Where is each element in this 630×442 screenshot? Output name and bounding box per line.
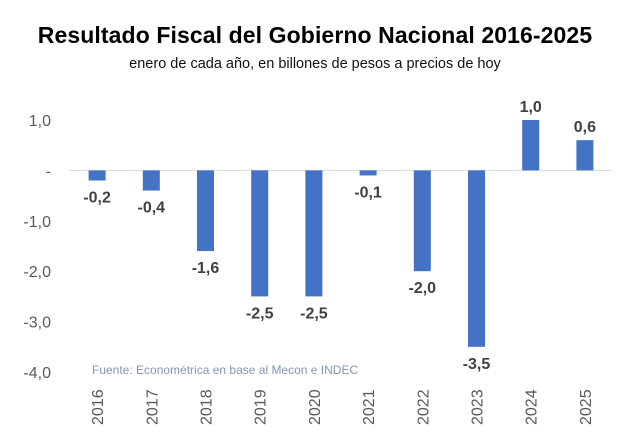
bar-2017 (142, 170, 160, 191)
data-label-2017: -0,4 (138, 200, 166, 217)
x-tick-label-2018: 2018 (199, 389, 216, 425)
x-tick-label-2020: 2020 (307, 389, 324, 425)
y-tick-label: -2,0 (23, 264, 51, 281)
y-axis-ticks: 1,0 - -1,0 -2,0 -3,0 -4,0 (23, 113, 51, 382)
bar-2018 (197, 170, 214, 252)
chart-title: Resultado Fiscal del Gobierno Nacional 2… (37, 22, 593, 48)
bars (88, 120, 594, 347)
y-tick-label: -1,0 (23, 214, 51, 231)
x-axis-labels: 2016 2017 2018 2019 2020 2021 2022 2023 2024 2025 (90, 389, 595, 425)
x-tick-label-2022: 2022 (415, 389, 432, 425)
data-label-2023: -3,5 (463, 356, 491, 373)
y-tick-label: - (46, 163, 51, 180)
y-tick-label: 1,0 (29, 113, 51, 130)
data-label-2018: -1,6 (192, 260, 220, 277)
x-tick-label-2016: 2016 (90, 389, 107, 425)
data-label-2020: -2,5 (300, 305, 328, 322)
data-label-2025: 0,6 (574, 119, 596, 136)
bar-2023 (468, 170, 485, 347)
chart-subtitle: enero de cada año, en billones de pesos … (129, 56, 501, 72)
source-note: Fuente: Econométrica en base al Mecon e … (92, 363, 358, 377)
data-label-2022: -2,0 (409, 280, 437, 297)
x-tick-label-2025: 2025 (578, 389, 595, 425)
y-tick-label: -3,0 (23, 315, 51, 332)
x-tick-label-2023: 2023 (470, 389, 487, 425)
bar-2024 (522, 120, 540, 171)
bar-2022 (413, 170, 431, 272)
data-label-2021: -0,1 (354, 184, 382, 201)
bar-2016 (88, 170, 106, 181)
data-label-2024: 1,0 (520, 99, 542, 116)
bar-2021 (359, 170, 377, 176)
x-tick-label-2017: 2017 (144, 389, 161, 425)
bar-2020 (305, 170, 323, 297)
bar-2025 (576, 140, 594, 171)
data-labels: -0,2 -0,4 -1,6 -2,5 -2,5 -0,1 -2,0 -3,5 1,0 0,6 (83, 99, 596, 373)
data-label-2019: -2,5 (246, 305, 274, 322)
y-tick-label: -4,0 (23, 365, 51, 382)
x-tick-label-2019: 2019 (253, 389, 270, 425)
x-tick-label-2024: 2024 (524, 389, 541, 425)
x-tick-label-2021: 2021 (361, 389, 378, 425)
bar-2019 (251, 170, 269, 297)
data-label-2016: -0,2 (83, 189, 111, 206)
